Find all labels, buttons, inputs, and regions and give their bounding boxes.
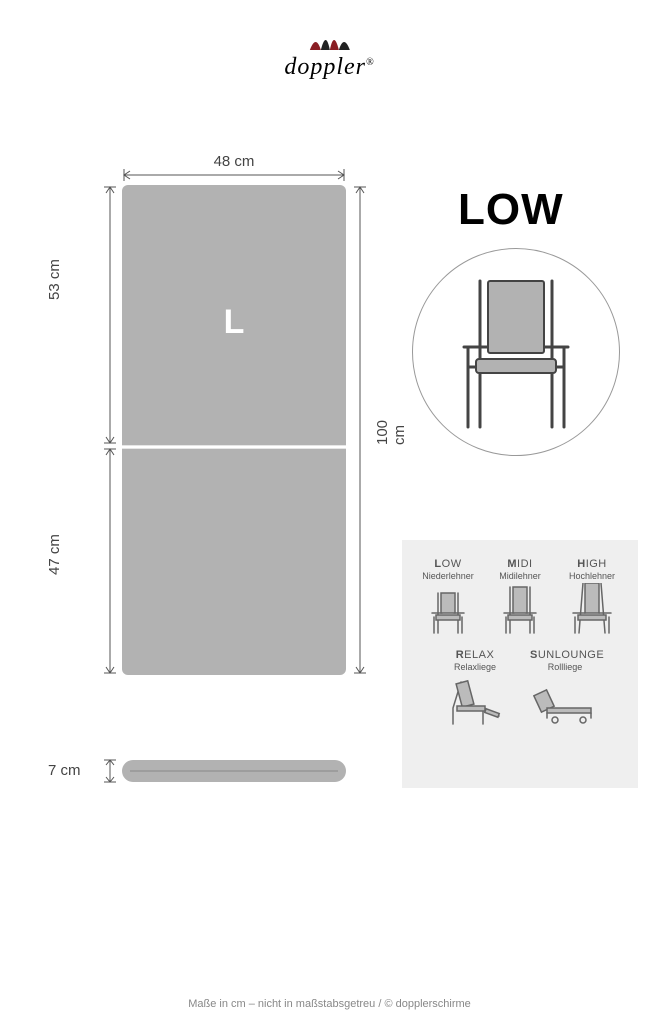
brand-name: doppler® (284, 54, 374, 81)
legend-rest: IGH (586, 558, 607, 570)
size-legend: LOW Niederlehner MIDI Midilehner (402, 540, 638, 788)
legend-row-top: LOW Niederlehner MIDI Midilehner (412, 558, 628, 635)
relax-chair-small-icon (440, 676, 510, 726)
legend-code: M (507, 558, 517, 570)
dim-total-height-label: 100 cm (374, 420, 408, 445)
brand-logo: doppler® (284, 28, 374, 81)
dim-thickness-label: 7 cm (48, 762, 81, 779)
legend-sub: Rollliege (530, 662, 600, 672)
legend-sub: Relaxliege (440, 662, 510, 672)
legend-sub: Midilehner (485, 571, 555, 581)
cushion-top-view: L (122, 185, 346, 675)
dim-upper-height-label: 53 cm (46, 259, 63, 300)
legend-sub: Niederlehner (413, 571, 483, 581)
dim-left-upper-arrows (104, 185, 116, 445)
legend-item-relax: RELAX Relaxliege (440, 649, 510, 726)
brand-name-text: doppler (284, 54, 366, 80)
footer-note: Maße in cm – nicht in maßstabsgetreu / ©… (188, 998, 471, 1010)
low-chair-icon (446, 267, 586, 437)
cushion-fold-line (122, 445, 346, 449)
legend-rest: UNLOUNGE (538, 649, 604, 661)
brand-reg: ® (366, 57, 375, 68)
legend-item-low: LOW Niederlehner (413, 558, 483, 635)
dim-width-label: 48 cm (214, 153, 255, 170)
high-chair-small-icon (557, 585, 627, 635)
dim-width: 48 cm (122, 153, 346, 171)
legend-sub: Hochlehner (557, 571, 627, 581)
legend-code: S (530, 649, 538, 661)
main-chair-circle (412, 248, 620, 456)
low-chair-small-icon (413, 585, 483, 635)
umbrella-icon (284, 28, 374, 52)
legend-code: R (456, 649, 464, 661)
legend-row-bottom: RELAX Relaxliege SUNLOUNGE Rollliege (412, 649, 628, 726)
legend-code: H (577, 558, 585, 570)
dim-thickness-arrows (104, 758, 116, 784)
dim-right-arrows (354, 185, 366, 675)
dim-lower-height-label: 47 cm (46, 534, 63, 575)
legend-rest: IDI (517, 558, 533, 570)
dim-left-lower-arrows (104, 447, 116, 675)
legend-rest: OW (442, 558, 462, 570)
legend-code: L (434, 558, 441, 570)
legend-rest: ELAX (464, 649, 494, 661)
legend-item-high: HIGH Hochlehner (557, 558, 627, 635)
midi-chair-small-icon (485, 585, 555, 635)
sunlounge-small-icon (530, 676, 600, 726)
legend-item-midi: MIDI Midilehner (485, 558, 555, 635)
legend-item-sunlounge: SUNLOUNGE Rollliege (530, 649, 600, 726)
cushion-size-letter: L (122, 303, 346, 342)
size-title: LOW (458, 185, 564, 235)
cushion-side-shape (122, 760, 346, 782)
